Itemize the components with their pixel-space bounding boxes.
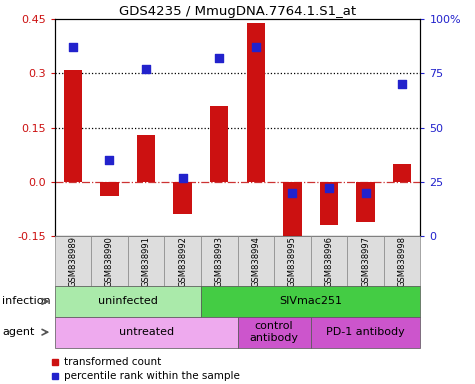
Bar <box>55 317 238 348</box>
Bar <box>173 182 192 214</box>
Text: GSM838991: GSM838991 <box>142 236 151 286</box>
Text: control
antibody: control antibody <box>249 321 299 343</box>
Text: GSM838992: GSM838992 <box>178 236 187 286</box>
Bar <box>393 164 411 182</box>
Bar <box>238 236 274 286</box>
Bar <box>64 70 82 182</box>
Bar <box>283 182 302 251</box>
Bar <box>238 317 311 348</box>
Text: GSM838995: GSM838995 <box>288 236 297 286</box>
Bar <box>274 236 311 286</box>
Bar <box>320 182 338 225</box>
Point <box>362 190 370 196</box>
Title: GDS4235 / MmugDNA.7764.1.S1_at: GDS4235 / MmugDNA.7764.1.S1_at <box>119 5 356 18</box>
Bar <box>137 135 155 182</box>
Bar <box>91 236 128 286</box>
Bar <box>247 23 265 182</box>
Text: untreated: untreated <box>118 327 174 337</box>
Bar <box>347 236 384 286</box>
Bar <box>164 236 201 286</box>
Point <box>325 185 332 192</box>
Point <box>289 190 296 196</box>
Text: GSM838996: GSM838996 <box>324 236 333 286</box>
Text: GSM838990: GSM838990 <box>105 236 114 286</box>
Text: transformed count: transformed count <box>64 357 162 367</box>
Bar <box>55 286 201 317</box>
Text: GSM838994: GSM838994 <box>251 236 260 286</box>
Text: infection: infection <box>2 296 51 306</box>
Text: SIVmac251: SIVmac251 <box>279 296 342 306</box>
Text: GSM838998: GSM838998 <box>398 236 407 286</box>
Point <box>105 157 113 163</box>
Bar <box>311 236 347 286</box>
Point <box>216 55 223 61</box>
Bar <box>210 106 228 182</box>
Point <box>252 44 259 50</box>
Point <box>69 44 77 50</box>
Bar <box>128 236 164 286</box>
Bar <box>201 286 420 317</box>
Text: agent: agent <box>2 327 35 337</box>
Bar <box>356 182 375 222</box>
Text: GSM838989: GSM838989 <box>68 236 77 286</box>
Text: PD-1 antibody: PD-1 antibody <box>326 327 405 337</box>
Point <box>398 81 406 88</box>
Point <box>179 174 186 180</box>
Bar <box>100 182 119 196</box>
Text: uninfected: uninfected <box>98 296 158 306</box>
Bar <box>55 236 91 286</box>
Bar <box>384 236 420 286</box>
Bar <box>201 236 238 286</box>
Bar <box>311 317 420 348</box>
Text: GSM838997: GSM838997 <box>361 236 370 286</box>
Point <box>142 66 150 72</box>
Text: percentile rank within the sample: percentile rank within the sample <box>64 371 240 381</box>
Text: GSM838993: GSM838993 <box>215 236 224 286</box>
